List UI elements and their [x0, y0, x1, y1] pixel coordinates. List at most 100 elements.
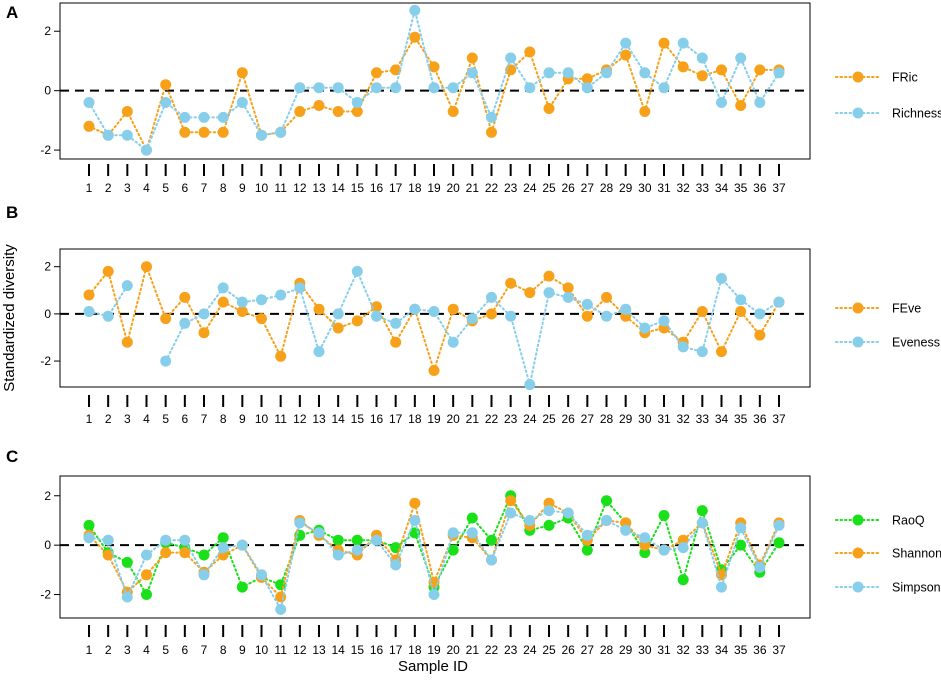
- x-tick-label: 23: [504, 412, 518, 426]
- x-tick-label: 32: [676, 643, 690, 657]
- data-point: [160, 355, 172, 367]
- data-point: [351, 97, 363, 108]
- x-tick-label: 9: [239, 181, 246, 195]
- x-tick-label: 27: [581, 412, 595, 426]
- data-point: [639, 532, 651, 544]
- x-tick-label: 1: [86, 412, 93, 426]
- x-tick-label: 6: [181, 412, 188, 426]
- x-tick-label: 18: [408, 412, 422, 426]
- x-tick-label: 23: [504, 643, 518, 657]
- x-tick-label: 30: [638, 643, 652, 657]
- x-tick-label: 34: [715, 412, 729, 426]
- data-point: [447, 106, 459, 117]
- x-tick-label: 3: [124, 643, 131, 657]
- x-tick-label: 10: [255, 181, 269, 195]
- data-point: [121, 556, 133, 568]
- x-tick-label: 20: [446, 412, 460, 426]
- data-point: [620, 49, 632, 61]
- data-point: [351, 315, 363, 327]
- panel-letter: C: [6, 447, 18, 466]
- data-point: [141, 589, 152, 600]
- x-tick-label: 30: [638, 412, 652, 426]
- data-point: [102, 265, 114, 277]
- x-tick-label: 8: [220, 181, 227, 195]
- legend-item: FEve: [835, 302, 921, 316]
- x-tick-label: 25: [542, 643, 556, 657]
- series-simpson: [83, 505, 785, 615]
- legend-item: FRic: [835, 71, 918, 85]
- data-point: [735, 100, 747, 111]
- x-tick-label: 17: [389, 181, 403, 195]
- legend-marker: [852, 71, 864, 83]
- x-tick-label: 26: [561, 181, 575, 195]
- data-point: [677, 574, 689, 586]
- x-tick-label: 19: [427, 412, 441, 426]
- series-eveness: [83, 265, 785, 391]
- data-point: [601, 515, 612, 526]
- data-point: [371, 67, 382, 79]
- data-point: [601, 310, 612, 322]
- x-tick-label: 7: [201, 181, 208, 195]
- data-point: [371, 301, 382, 313]
- legend-item: Richness: [835, 107, 941, 121]
- data-point: [428, 306, 440, 317]
- data-point: [524, 515, 536, 526]
- x-tick-label: 6: [181, 643, 188, 657]
- y-tick-label: 2: [44, 24, 51, 38]
- x-tick-label: 28: [600, 181, 614, 195]
- data-point: [505, 52, 517, 64]
- data-point: [735, 522, 747, 534]
- x-tick-label: 15: [351, 412, 365, 426]
- x-tick-label: 31: [657, 412, 671, 426]
- x-tick-label: 1: [86, 643, 93, 657]
- plot-frame: [59, 248, 811, 388]
- x-tick-label: 14: [331, 181, 345, 195]
- x-tick-label: 10: [255, 412, 269, 426]
- legend-label: Richness: [892, 107, 941, 121]
- data-point: [677, 341, 689, 353]
- data-point: [121, 280, 133, 292]
- data-point: [198, 549, 210, 561]
- data-point: [447, 82, 459, 94]
- x-tick-label: 21: [466, 181, 480, 195]
- data-point: [562, 291, 574, 303]
- x-tick-label: 35: [734, 181, 748, 195]
- data-point: [217, 282, 229, 294]
- data-point: [505, 310, 517, 322]
- data-point: [294, 517, 306, 529]
- data-point: [505, 277, 517, 289]
- data-point: [754, 561, 766, 573]
- x-tick-label: 33: [696, 643, 710, 657]
- x-tick-label: 28: [600, 643, 614, 657]
- data-point: [332, 308, 344, 320]
- data-point: [773, 67, 785, 79]
- x-tick-label: 23: [504, 181, 518, 195]
- x-tick-label: 36: [753, 412, 767, 426]
- legend-item: RaoQ: [835, 514, 925, 528]
- x-axis-title: Sample ID: [398, 658, 468, 675]
- series-line: [88, 35, 780, 153]
- data-point: [428, 61, 440, 73]
- x-tick-label: 32: [676, 412, 690, 426]
- data-point: [179, 317, 191, 329]
- data-point: [524, 379, 536, 391]
- x-tick-label: 29: [619, 643, 633, 657]
- data-point: [409, 4, 421, 16]
- legend-label: Simpson: [892, 581, 941, 595]
- data-point: [658, 315, 670, 327]
- data-point: [524, 287, 536, 299]
- x-tick-label: 15: [351, 181, 365, 195]
- data-point: [716, 97, 727, 108]
- data-point: [160, 97, 172, 108]
- data-point: [773, 519, 785, 531]
- data-point: [466, 527, 478, 539]
- data-point: [256, 294, 267, 306]
- x-tick-label: 17: [389, 643, 403, 657]
- data-point: [409, 497, 421, 509]
- y-tick-label: 2: [44, 260, 51, 274]
- data-point: [447, 303, 459, 315]
- legend-item: Simpson: [835, 581, 941, 595]
- data-point: [217, 296, 229, 308]
